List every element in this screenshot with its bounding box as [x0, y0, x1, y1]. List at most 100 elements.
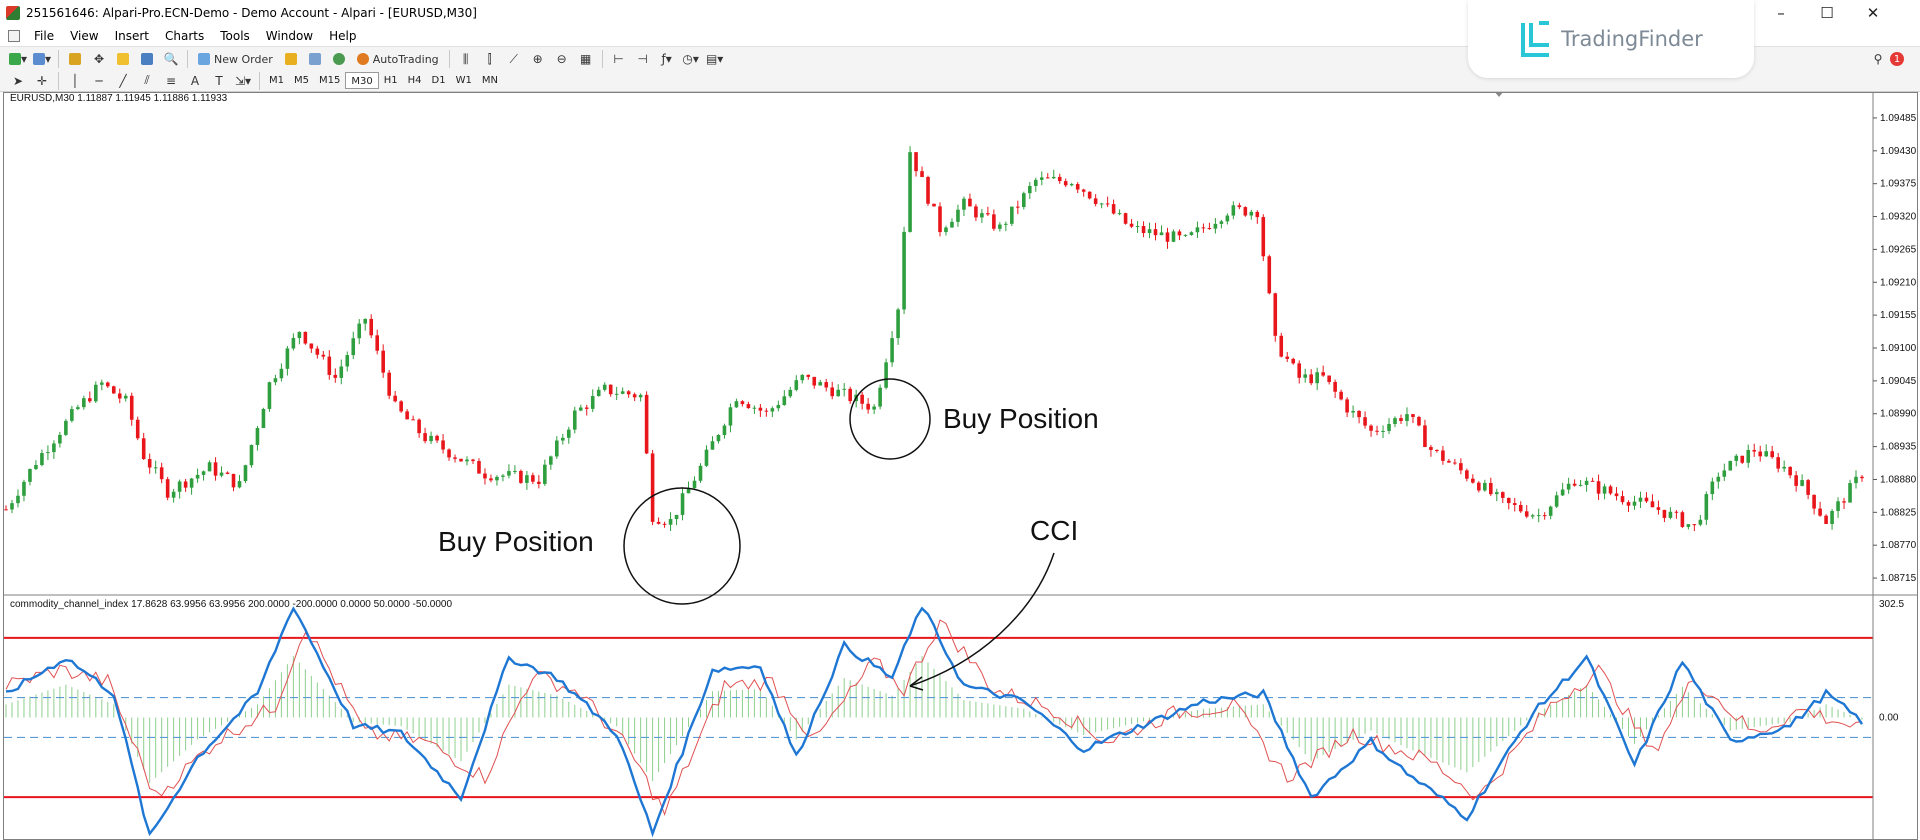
tile-windows-icon[interactable]: ▦	[579, 52, 592, 66]
indicators-icon[interactable]: ƒ▾	[661, 52, 672, 66]
bar-chart-icon[interactable]: ⫼	[462, 51, 469, 66]
candle-body	[578, 407, 583, 411]
candle-body	[1728, 460, 1733, 471]
market-watch-icon[interactable]	[65, 50, 85, 68]
profiles-icon[interactable]: ▾	[32, 50, 52, 68]
candle-body	[710, 441, 715, 450]
cci-info-label: commodity_channel_index 17.8628 63.9956 …	[10, 599, 452, 610]
candle-body	[1722, 470, 1727, 477]
price-tick-label: 1.09210	[1880, 277, 1917, 288]
trendline-icon[interactable]: ╱	[119, 73, 127, 88]
candle-body	[411, 419, 415, 421]
candle-body	[1710, 481, 1715, 495]
data-window-icon[interactable]: ✥	[93, 52, 105, 66]
candle-body	[1806, 480, 1810, 495]
fibonacci-icon[interactable]: ≡	[165, 73, 177, 88]
candle-body	[207, 462, 212, 472]
arrow-tool-icon[interactable]: ⇲▾	[234, 73, 252, 88]
zoom-out-icon[interactable]: ⊖	[556, 52, 567, 66]
cci-label: CCI	[1030, 515, 1078, 546]
close-icon[interactable]: ✕	[1866, 4, 1880, 22]
candle-body	[1518, 504, 1523, 512]
candle-body	[692, 480, 697, 489]
chart-canvas[interactable]: EURUSD,M30 1.11887 1.11945 1.11886 1.119…	[4, 93, 1917, 839]
zoom-in-icon[interactable]: ⊕	[532, 52, 543, 66]
horizontal-line-icon[interactable]: ─	[95, 73, 103, 88]
candle-body	[88, 398, 92, 402]
text-tool-icon[interactable]: A	[190, 73, 200, 88]
maximize-icon[interactable]: ☐	[1820, 4, 1834, 22]
strategy-tester-icon[interactable]: 🔍	[163, 52, 179, 66]
menu-help[interactable]: Help	[329, 29, 357, 43]
new-chart-icon[interactable]: ▾	[8, 50, 28, 68]
timeframe-m1[interactable]: M1	[269, 75, 284, 86]
candle-body	[531, 475, 535, 482]
menu-view[interactable]: View	[70, 29, 99, 43]
menu-bar: File View Insert Charts Tools Window Hel…	[0, 26, 1920, 46]
new-order-button[interactable]: New Order	[194, 50, 277, 68]
autotrading-label: AutoTrading	[372, 52, 439, 66]
vertical-line-icon[interactable]: │	[71, 73, 79, 88]
candle-body	[513, 470, 517, 472]
candle-body	[1860, 476, 1864, 479]
candle-body	[1836, 501, 1840, 511]
candle-body	[279, 368, 284, 379]
crosshair-icon[interactable]: ✛	[36, 73, 48, 88]
chart-window[interactable]: EURUSD,M30 1.11887 1.11945 1.11886 1.119…	[3, 92, 1918, 840]
templates-icon[interactable]: ▤▾	[705, 52, 724, 66]
menu-charts[interactable]: Charts	[165, 29, 205, 43]
candle-body	[1057, 176, 1062, 182]
market-icon[interactable]	[329, 50, 349, 68]
cursor-icon[interactable]: ➤	[12, 73, 24, 88]
timeframe-w1[interactable]: W1	[455, 75, 472, 86]
candle-body	[1506, 497, 1511, 504]
timeframe-d1[interactable]: D1	[431, 75, 446, 86]
candlestick-chart-icon[interactable]: ⫿	[487, 51, 492, 66]
candle-body	[171, 491, 176, 498]
timeframe-mn[interactable]: MN	[481, 75, 498, 86]
toolbar-separator	[259, 71, 260, 90]
autoscroll-icon[interactable]: ⊣	[637, 52, 648, 66]
notification-badge[interactable]: 1	[1890, 52, 1904, 66]
menu-window[interactable]: Window	[265, 29, 314, 43]
candle-body	[992, 214, 996, 229]
candle-body	[632, 394, 637, 398]
candle-body	[1201, 227, 1206, 229]
candle-body	[1818, 508, 1822, 516]
price-info-label: EURUSD,M30 1.11887 1.11945 1.11886 1.119…	[10, 93, 228, 104]
timeframe-h1[interactable]: H1	[383, 75, 398, 86]
candle-body	[1626, 502, 1631, 506]
periods-icon[interactable]: ◷▾	[682, 52, 699, 66]
menu-file[interactable]: File	[34, 29, 55, 43]
candle-body	[1500, 492, 1505, 498]
autotrading-button[interactable]: AutoTrading	[353, 50, 443, 68]
timeframe-m15[interactable]: M15	[319, 75, 341, 86]
text-label-icon[interactable]: T	[215, 73, 223, 88]
timeframe-m5[interactable]: M5	[294, 75, 309, 86]
timeframe-h4[interactable]: H4	[407, 75, 422, 86]
metaeditor-icon[interactable]	[281, 50, 301, 68]
menu-insert[interactable]: Insert	[114, 29, 149, 43]
price-tick-label: 1.09155	[1880, 310, 1917, 321]
line-chart-icon[interactable]: ⟋	[509, 51, 518, 66]
signals-icon[interactable]	[305, 50, 325, 68]
navigator-icon[interactable]	[113, 50, 133, 68]
candle-body	[1794, 475, 1798, 486]
price-tick-label: 1.09265	[1880, 244, 1917, 255]
candle-body	[998, 224, 1002, 229]
equidistant-channel-icon[interactable]: ⫽	[144, 73, 150, 87]
candle-body	[860, 394, 864, 404]
candle-body	[1297, 363, 1302, 378]
minimize-icon[interactable]: –	[1777, 4, 1785, 22]
candle-body	[1542, 515, 1547, 517]
search-icon[interactable]: ⚲	[1873, 52, 1883, 66]
candle-body	[285, 348, 290, 369]
timeframe-m30[interactable]: M30	[345, 72, 379, 89]
chart-shift-icon[interactable]: ⊢	[613, 52, 624, 66]
candle-body	[1632, 501, 1637, 506]
candle-body	[908, 152, 912, 232]
candle-body	[602, 384, 607, 390]
menu-tools[interactable]: Tools	[220, 29, 250, 43]
terminal-icon[interactable]	[137, 50, 157, 68]
candle-body	[902, 231, 906, 310]
